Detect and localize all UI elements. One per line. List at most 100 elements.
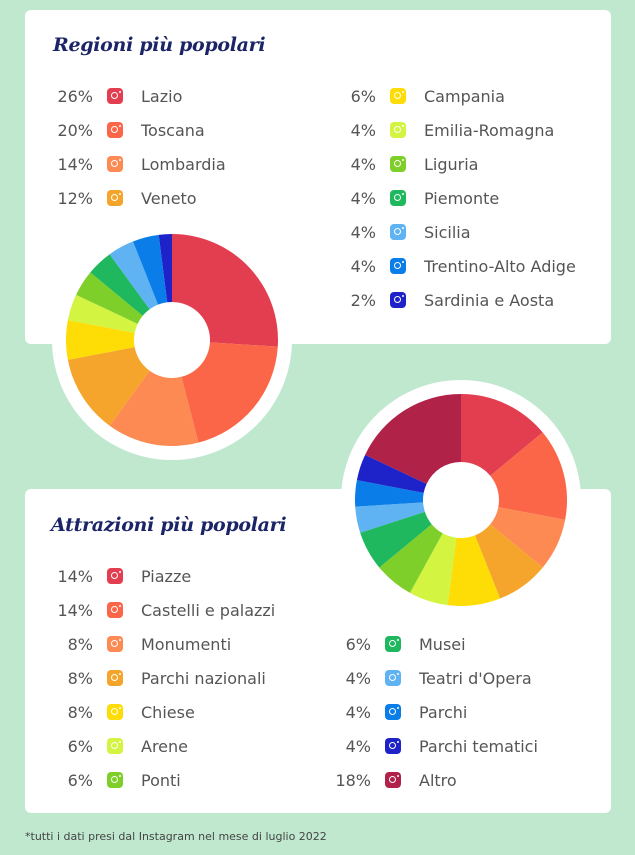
legend-label: Piemonte [424,188,500,208]
donut-slice-arene [409,533,457,606]
legend-percent: 2% [350,290,376,310]
instagram-icon [107,568,123,584]
legend-label: Parchi tematici [419,736,538,756]
instagram-icon [390,88,406,104]
legend-item: 2% Sardinia e Aosta [308,288,588,312]
instagram-icon [385,738,401,754]
donut-slice-lombardia [109,370,199,446]
legend-percent: 4% [350,188,376,208]
instagram-icon [107,156,123,172]
legend-item: 4% Piemonte [308,186,588,210]
legend-label: Piazze [141,566,192,586]
legend-label: Altro [419,770,457,790]
attractions-card: Attrazioni più popolari 14% Piazze 14% Cast… [25,489,611,813]
legend-item: 4% Parchi tematici [303,734,583,758]
legend-item: 6% Arene [25,734,305,758]
instagram-icon [390,122,406,138]
legend-percent: 6% [350,86,376,106]
footnote: *tutti i dati presi dal Instagram nel me… [25,830,327,843]
instagram-icon [390,292,406,308]
legend-label: Teatri d'Opera [419,668,532,688]
instagram-icon [390,258,406,274]
legend-label: Musei [419,634,466,654]
donut-slice-parchi [355,480,424,507]
instagram-icon [107,122,123,138]
instagram-icon [385,772,401,788]
instagram-icon [107,670,123,686]
legend-percent: 4% [350,120,376,140]
legend-item: 8% Monumenti [25,632,305,656]
legend-percent: 14% [57,566,93,586]
legend-item: 8% Chiese [25,700,305,724]
legend-item: 6% Campania [308,84,588,108]
legend-label: Sardinia e Aosta [424,290,555,310]
legend-label: Arene [141,736,188,756]
instagram-icon [390,190,406,206]
legend-percent: 12% [57,188,93,208]
donut-slice-piemonte [90,254,150,316]
legend-item: 12% Veneto [25,186,305,210]
instagram-icon [385,704,401,720]
legend-percent: 18% [335,770,371,790]
legend-percent: 14% [57,154,93,174]
donut-slice-sardinia-e-aosta [158,234,172,303]
legend-percent: 6% [67,770,93,790]
legend-label: Castelli e palazzi [141,600,276,620]
legend-label: Lazio [141,86,183,106]
donut-slice-lazio [172,234,278,347]
instagram-icon [385,636,401,652]
legend-label: Parchi nazionali [141,668,266,688]
instagram-icon [107,772,123,788]
instagram-icon [385,670,401,686]
donut-slice-monumenti [490,507,566,568]
legend-label: Campania [424,86,505,106]
donut-slice-liguria [76,272,143,324]
legend-item: 14% Castelli e palazzi [25,598,305,622]
attractions-title: Attrazioni più popolari [51,514,287,536]
legend-label: Chiese [141,702,195,722]
legend-percent: 4% [345,702,371,722]
legend-item: 18% Altro [303,768,583,792]
legend-item: 20% Toscana [25,118,305,142]
legend-item: 4% Teatri d'Opera [303,666,583,690]
regions-donut-chart [66,234,278,446]
donut-slice-musei [360,511,432,568]
legend-item: 4% Emilia-Romagna [308,118,588,142]
donut-slice-campania [66,320,135,360]
attractions-donut-chart [355,394,567,606]
legend-label: Lombardia [141,154,226,174]
donut-slice-emilia-romagna [67,294,138,333]
instagram-icon [107,636,123,652]
legend-percent: 6% [345,634,371,654]
regions-title: Regioni più popolari [53,34,266,56]
legend-percent: 20% [57,120,93,140]
legend-percent: 6% [67,736,93,756]
legend-item: 8% Parchi nazionali [25,666,305,690]
instagram-icon [107,88,123,104]
instagram-icon [107,738,123,754]
legend-label: Parchi [419,702,468,722]
legend-label: Monumenti [141,634,232,654]
legend-percent: 4% [345,668,371,688]
donut-slice-altro [365,394,461,484]
instagram-icon [390,156,406,172]
legend-percent: 4% [345,736,371,756]
legend-label: Ponti [141,770,181,790]
legend-item: 6% Musei [303,632,583,656]
legend-item: 4% Sicilia [308,220,588,244]
legend-percent: 8% [67,668,93,688]
legend-percent: 4% [350,154,376,174]
donut-slice-toscana [181,342,278,443]
legend-item: 14% Lombardia [25,152,305,176]
legend-percent: 4% [350,222,376,242]
legend-percent: 4% [350,256,376,276]
donut-slice-sicilia [109,241,159,310]
legend-item: 14% Piazze [25,564,305,588]
donut-slice-veneto [67,347,150,426]
legend-item: 26% Lazio [25,84,305,108]
legend-item: 4% Trentino-Alto Adige [308,254,588,278]
legend-item: 6% Ponti [25,768,305,792]
donut-slice-ponti [379,524,443,593]
instagram-icon [107,190,123,206]
legend-percent: 8% [67,634,93,654]
